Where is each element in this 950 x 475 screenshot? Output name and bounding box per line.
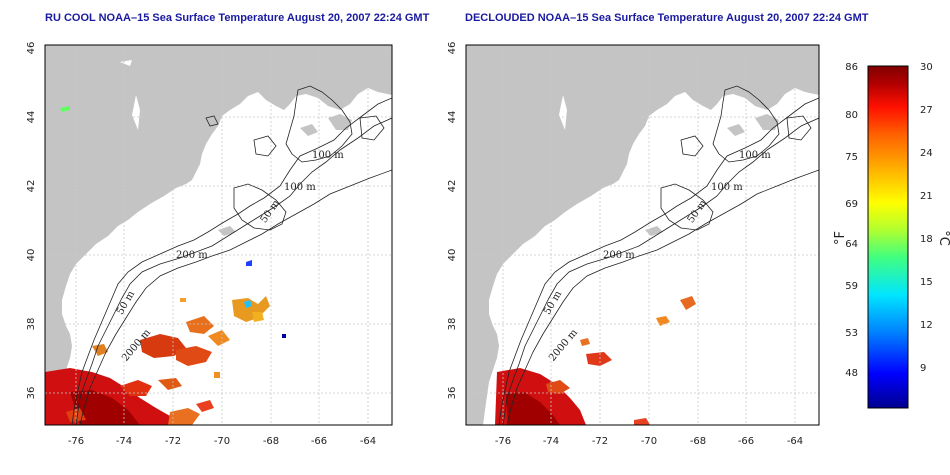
lat-tick: 42 [447, 180, 458, 193]
lon-tick: -64 [787, 436, 803, 447]
right-sst-patches [495, 296, 696, 425]
right-lon-ticks: -76 -74 -72 -70 -68 -66 -64 [495, 436, 803, 447]
f-tick: 69 [845, 199, 858, 210]
lon-tick: -66 [311, 436, 327, 447]
coastline-land [45, 45, 392, 425]
lon-tick: -72 [592, 436, 608, 447]
lon-tick: -64 [360, 436, 376, 447]
c-tick: 12 [920, 320, 933, 331]
lon-tick: -72 [165, 436, 181, 447]
contour-label: 200 m [603, 250, 635, 261]
lat-tick: 46 [26, 42, 37, 55]
right-map-frame [465, 44, 820, 426]
f-tick: 59 [845, 281, 858, 292]
left-grid [45, 45, 392, 425]
contour-label: 100 m [284, 182, 316, 193]
contour-label: 100 m [312, 150, 344, 161]
lon-tick: -68 [263, 436, 279, 447]
fahrenheit-ticks: 86 80 75 69 64 59 53 48 [845, 62, 858, 379]
lon-tick: -74 [543, 436, 559, 447]
lat-tick: 42 [26, 180, 37, 193]
c-tick: 21 [920, 191, 933, 202]
left-map: 100 m 100 m 50 m 200 m 50 m 2000 m -76 -… [26, 42, 393, 447]
lon-tick: -70 [641, 436, 657, 447]
lon-tick: -76 [68, 436, 84, 447]
right-lat-ticks: 46 44 42 40 38 36 [447, 42, 458, 400]
lat-tick: 40 [447, 249, 458, 262]
c-tick: 9 [920, 363, 926, 374]
lat-tick: 36 [26, 387, 37, 400]
left-lon-ticks: -76 -74 -72 -70 -68 -66 -64 [68, 436, 376, 447]
left-map-title: RU COOL NOAA–15 Sea Surface Temperature … [45, 12, 430, 24]
right-map: 100 m 100 m 50 m 200 m 50 m 2000 m -76 -… [447, 42, 820, 447]
f-tick: 48 [845, 368, 858, 379]
c-tick: 15 [920, 277, 933, 288]
right-contours [498, 85, 819, 425]
lon-tick: -74 [116, 436, 132, 447]
f-tick: 86 [845, 62, 858, 73]
lat-tick: 46 [447, 42, 458, 55]
right-map-title: DECLOUDED NOAA–15 Sea Surface Temperatur… [465, 12, 869, 24]
lat-tick: 38 [26, 318, 37, 331]
c-tick: 30 [920, 62, 933, 73]
celsius-ticks: 30 27 24 21 18 15 12 9 [920, 62, 933, 374]
temperature-colorbar: 86 80 75 69 64 59 53 48 30 27 24 21 18 1… [833, 62, 950, 409]
f-tick: 64 [845, 239, 858, 250]
c-tick: 18 [920, 234, 933, 245]
lat-tick: 44 [447, 111, 458, 124]
colorbar-scale [867, 65, 909, 409]
lon-tick: -66 [738, 436, 754, 447]
lon-tick: -68 [690, 436, 706, 447]
f-tick: 75 [845, 152, 858, 163]
lon-tick: -76 [495, 436, 511, 447]
lat-tick: 38 [447, 318, 458, 331]
lon-tick: -70 [214, 436, 230, 447]
f-tick: 53 [845, 328, 858, 339]
coastline-land [466, 45, 819, 425]
left-sst-patches [45, 106, 286, 425]
celsius-unit-label: °C [936, 230, 950, 246]
lat-tick: 44 [26, 111, 37, 124]
lat-tick: 40 [26, 249, 37, 262]
left-lat-ticks: 46 44 42 40 38 36 [26, 42, 37, 400]
fahrenheit-unit-label: °F [833, 231, 848, 245]
left-map-frame [44, 44, 393, 426]
left-contours [71, 85, 392, 425]
c-tick: 27 [920, 105, 933, 116]
c-tick: 24 [920, 148, 933, 159]
f-tick: 80 [845, 110, 858, 121]
contour-label: 200 m [176, 250, 208, 261]
contour-label: 100 m [711, 182, 743, 193]
contour-label: 100 m [739, 150, 771, 161]
lat-tick: 36 [447, 387, 458, 400]
